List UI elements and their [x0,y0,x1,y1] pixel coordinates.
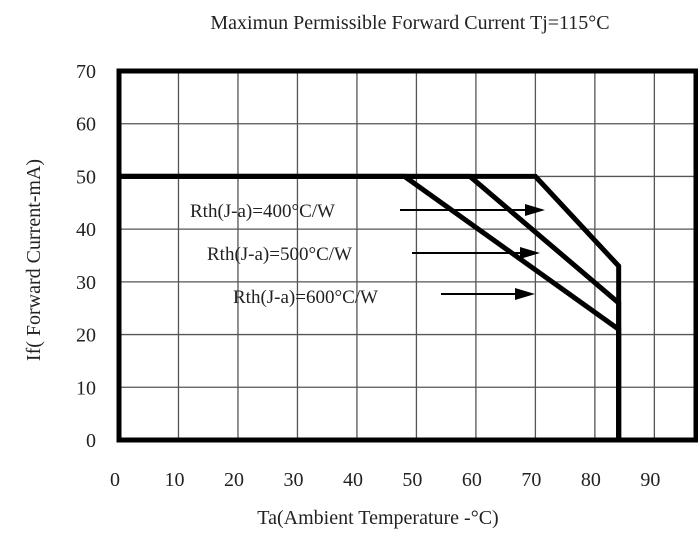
x-tick-label: 30 [283,469,303,491]
x-tick-label: 40 [343,469,363,491]
y-tick-label: 0 [86,430,96,452]
annotation-arrowhead-3 [515,288,535,300]
y-tick-label: 40 [76,219,96,241]
y-axis-label: If( Forward Current-mA) [23,159,45,361]
annotation-label-1: Rth(J-a)=400°C/W [190,201,335,222]
plot-frame [116,68,698,443]
y-tick-label: 20 [76,325,96,347]
y-tick-label: 60 [76,114,96,136]
annotation-arrowhead-2 [520,247,540,259]
x-tick-label: 90 [640,469,660,491]
annotation-label-3: Rth(J-a)=600°C/W [233,287,378,308]
x-tick-label: 80 [581,469,601,491]
y-tick-label: 50 [76,166,96,188]
chart-title: Maximun Permissible Forward Current Tj=1… [210,12,609,34]
x-axis-label: Ta(Ambient Temperature -°C) [257,507,498,529]
x-tick-label: 60 [462,469,482,491]
y-tick-label: 10 [76,377,96,399]
x-tick-label: 70 [521,469,541,491]
y-tick-label: 30 [76,272,96,294]
annotation-arrowhead-1 [525,204,545,216]
x-tick-label: 50 [402,469,422,491]
x-tick-label: 10 [164,469,184,491]
y-tick-label: 70 [76,61,96,83]
tick-labels: 0 10 20 30 40 50 60 70 80 90 0 10 20 30 40 50 60 70 [76,61,660,491]
annotation-label-2: Rth(J-a)=500°C/W [207,244,352,265]
x-tick-label: 0 [110,469,120,491]
x-tick-label: 20 [224,469,244,491]
annotations: Rth(J-a)=400°C/W Rth(J-a)=500°C/W Rth(J-a)… [190,201,545,308]
